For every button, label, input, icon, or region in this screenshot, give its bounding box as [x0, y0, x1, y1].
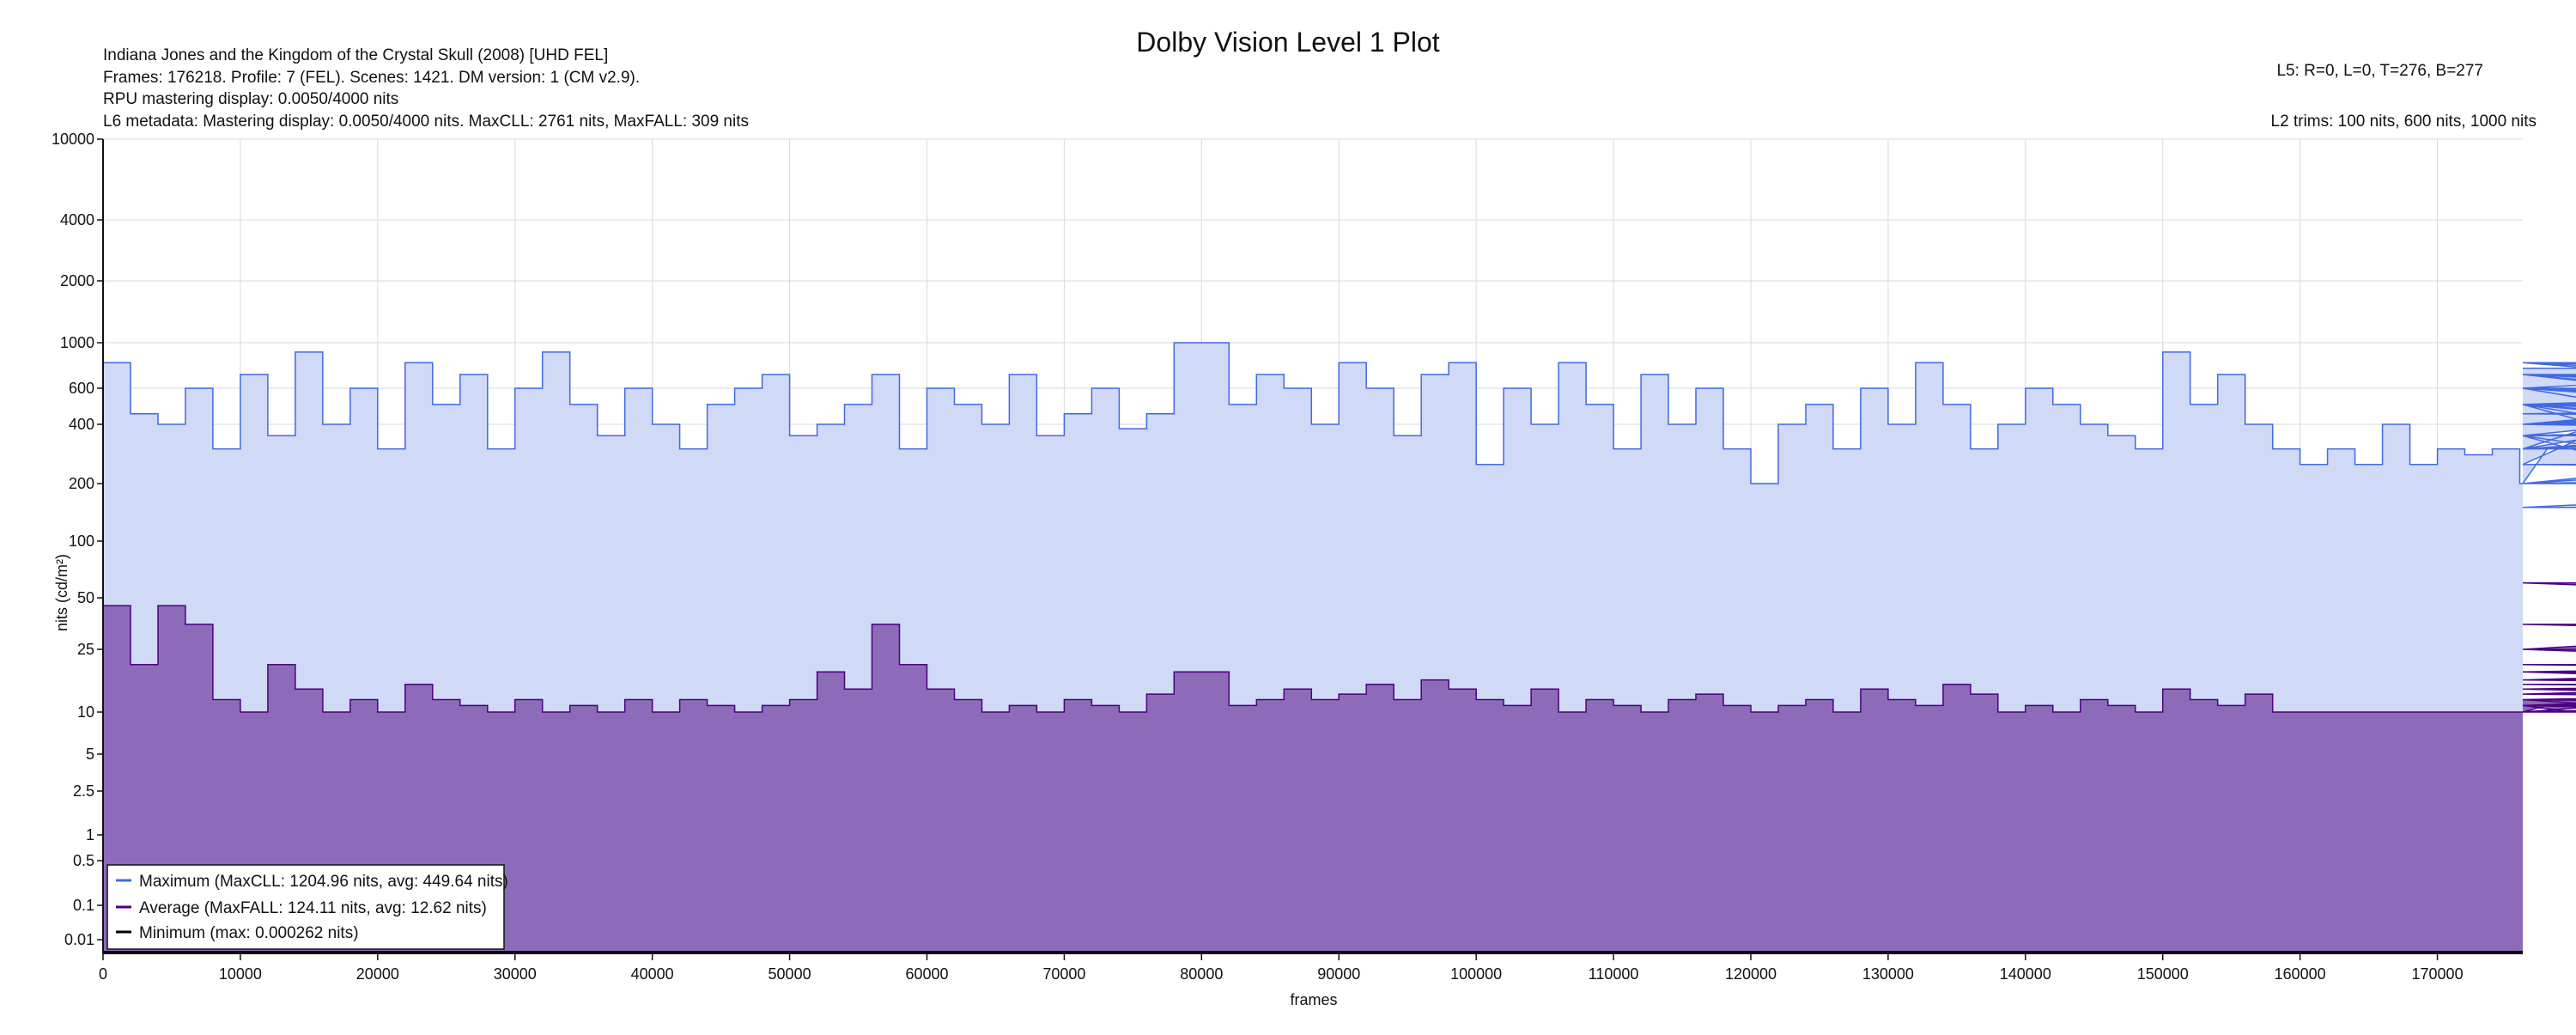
y-tick-label: 50 [77, 589, 94, 606]
y-tick-label: 2.5 [73, 782, 94, 800]
header-l2-trims: L2 trims: 100 nits, 600 nits, 1000 nits [2271, 113, 2537, 131]
chart-title: Dolby Vision Level 1 Plot [1136, 27, 1440, 58]
legend-label-maximum: Maximum (MaxCLL: 1204.96 nits, avg: 449.… [139, 873, 508, 891]
y-tick-label: 10000 [52, 131, 94, 148]
legend-box [106, 864, 505, 950]
series-line-maximum [103, 342, 2576, 508]
x-tick-label: 20000 [356, 965, 399, 983]
header-movie-title: Indiana Jones and the Kingdom of the Cry… [103, 46, 608, 64]
header-right: L5: R=0, L=0, T=276, B=277 L2 trims: 100… [2271, 62, 2537, 131]
y-tick-label: 0.1 [73, 897, 94, 914]
x-tick-label: 90000 [1317, 965, 1360, 983]
legend-label-minimum: Minimum (max: 0.000262 nits) [139, 924, 359, 942]
y-tick-label: 10 [77, 703, 94, 721]
header-rpu-mastering: RPU mastering display: 0.0050/4000 nits [103, 90, 398, 108]
y-tick-label: 1000 [60, 334, 94, 351]
x-tick-label: 160000 [2275, 965, 2326, 983]
y-tick-label: 4000 [60, 211, 94, 228]
y-tick-label: 5 [86, 746, 94, 763]
x-tick-label: 10000 [219, 965, 262, 983]
y-tick-label: 2000 [60, 272, 94, 289]
series-line-average [103, 581, 2576, 713]
y-tick-label: 600 [69, 380, 94, 397]
y-tick-label: 100 [69, 533, 94, 550]
axes: 1000040002000100060040020010050251052.51… [52, 131, 2523, 983]
series-area-average [103, 582, 2576, 953]
x-tick-label: 100000 [1450, 965, 1502, 983]
y-tick-label: 400 [69, 416, 94, 433]
header-l5: L5: R=0, L=0, T=276, B=277 [2276, 62, 2483, 80]
x-tick-label: 40000 [631, 965, 674, 983]
x-tick-label: 50000 [769, 965, 811, 983]
legend-label-average: Average (MaxFALL: 124.11 nits, avg: 12.6… [139, 899, 487, 917]
y-tick-label: 200 [69, 475, 94, 492]
x-tick-label: 170000 [2412, 965, 2464, 983]
header-left: Indiana Jones and the Kingdom of the Cry… [103, 46, 749, 131]
y-axis-label: nits (cd/m²) [53, 554, 70, 631]
x-tick-label: 0 [99, 965, 107, 983]
y-tick-label: 1 [86, 826, 94, 843]
header-l6-metadata: L6 metadata: Mastering display: 0.0050/4… [103, 113, 749, 131]
x-tick-label: 110000 [1589, 965, 1639, 983]
x-tick-label: 120000 [1725, 965, 1777, 983]
x-tick-label: 150000 [2137, 965, 2189, 983]
x-axis-label: frames [1290, 991, 1337, 1008]
x-tick-label: 60000 [905, 965, 948, 983]
legend: Maximum (MaxCLL: 1204.96 nits, avg: 449.… [106, 864, 508, 950]
y-tick-label: 0.01 [64, 931, 94, 948]
y-tick-label: 25 [77, 641, 94, 658]
x-tick-label: 130000 [1862, 965, 1914, 983]
series-layer [103, 342, 2576, 953]
x-tick-label: 30000 [494, 965, 537, 983]
header-frames-info: Frames: 176218. Profile: 7 (FEL). Scenes… [103, 69, 640, 87]
y-tick-label: 0.5 [73, 852, 94, 869]
x-tick-label: 70000 [1042, 965, 1085, 983]
x-tick-label: 140000 [2000, 965, 2051, 983]
x-tick-label: 80000 [1180, 965, 1223, 983]
